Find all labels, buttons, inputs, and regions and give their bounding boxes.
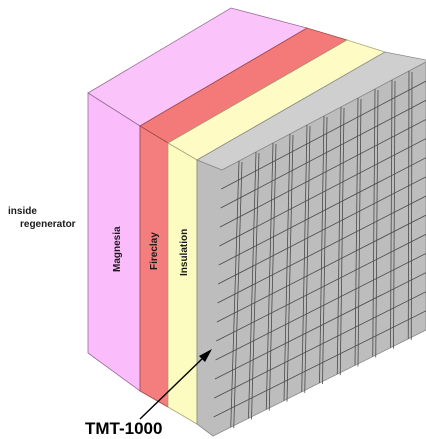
mesh-vertical-line [304, 125, 311, 393]
mesh-horizontal-line [214, 272, 426, 380]
mesh-vertical-line [268, 143, 277, 411]
mesh-vertical-line [410, 71, 413, 340]
mesh-horizontal-line [220, 99, 426, 209]
inside-label: inside [8, 206, 37, 217]
mesh-vertical-line [322, 116, 328, 385]
regenerator-label: regenerator [20, 219, 76, 230]
mesh-vertical-line [393, 80, 396, 349]
magnesia-label: Magnesia [112, 226, 123, 272]
mesh-vertical-line [375, 89, 379, 358]
mesh-horizontal-line [214, 291, 426, 399]
steel-mesh-grid [213, 70, 426, 429]
mesh-horizontal-line [219, 138, 426, 247]
mesh-vertical-line [339, 107, 345, 376]
insulation-label: Insulation [179, 229, 190, 276]
mesh-horizontal-line [215, 253, 426, 361]
mesh-vertical-line [251, 152, 260, 420]
mesh-horizontal-line [213, 310, 426, 418]
fireclay-layer [139, 27, 349, 408]
mesh-horizontal-line [216, 233, 426, 342]
magnesia-layer [87, 7, 309, 392]
insulation-layer [167, 39, 386, 425]
mesh-horizontal-line [221, 80, 426, 190]
mesh-horizontal-line [217, 195, 426, 304]
arrow-head [199, 349, 212, 362]
fireclay-label: Fireclay [149, 232, 160, 270]
insulation-front-face [167, 142, 198, 425]
mesh-vertical-line [357, 98, 362, 367]
mesh-vertical-line [286, 134, 294, 402]
mesh-vertical-line [233, 161, 243, 429]
sensor-label: TMT-1000 [85, 419, 162, 438]
steel-front-face [196, 61, 426, 437]
sensor-arrow [139, 349, 212, 420]
mesh-horizontal-line [216, 214, 426, 323]
mesh-horizontal-line [218, 157, 426, 266]
mesh-horizontal-line [217, 176, 426, 285]
mesh-horizontal-line [219, 119, 426, 228]
steel-mesh-layer [196, 51, 426, 437]
